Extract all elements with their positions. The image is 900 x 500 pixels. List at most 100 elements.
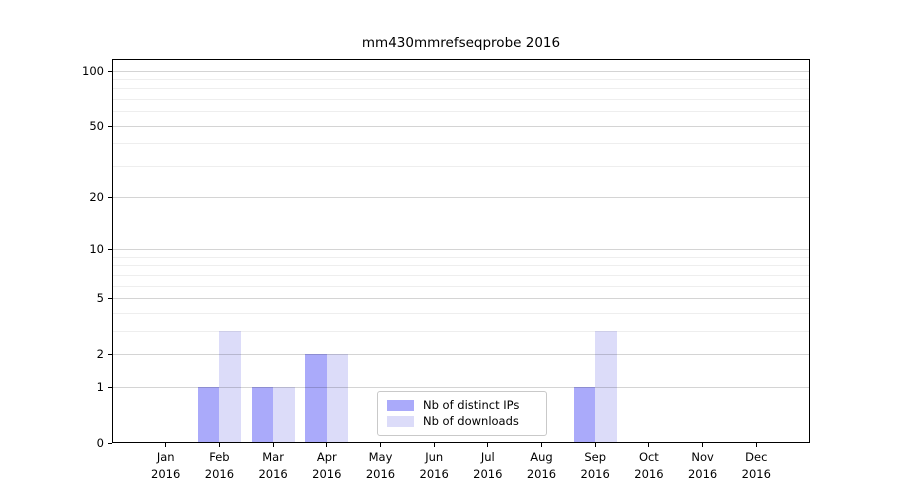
y-gridline-major (113, 249, 809, 251)
x-tick-label-jan: Jan 2016 (140, 449, 192, 483)
x-tick-label-jul: Jul 2016 (462, 449, 514, 483)
x-tick (165, 443, 167, 447)
y-gridline-minor (113, 88, 809, 90)
y-gridline-major (113, 353, 809, 355)
x-tick-label-dec: Dec 2016 (730, 449, 782, 483)
x-tick (218, 443, 220, 447)
y-tick-label: 10 (89, 242, 104, 257)
legend: Nb of distinct IPs Nb of downloads (377, 391, 547, 436)
x-tick-label-mar: Mar 2016 (247, 449, 299, 483)
y-gridline-minor (113, 330, 809, 332)
x-tick-month: Aug (530, 450, 553, 464)
x-tick-label-may: May 2016 (355, 449, 407, 483)
y-gridline-minor (113, 78, 809, 80)
x-tick-year: 2016 (634, 467, 664, 481)
y-tick (108, 70, 112, 72)
x-tick (594, 443, 596, 447)
x-tick-year: 2016 (258, 467, 288, 481)
x-tick (433, 443, 435, 447)
x-tick (755, 443, 757, 447)
legend-swatch-downloads (387, 416, 414, 427)
x-tick-label-oct: Oct 2016 (623, 449, 675, 483)
y-tick-label: 5 (96, 291, 104, 306)
x-tick-month: Apr (316, 450, 337, 464)
x-tick-label-sep: Sep 2016 (569, 449, 621, 483)
x-tick-year: 2016 (365, 467, 396, 481)
y-tick (108, 353, 112, 355)
y-tick (108, 197, 112, 199)
x-tick-month: Dec (745, 450, 768, 464)
bar-distinct-ips-sep (573, 387, 596, 442)
x-tick-year: 2016 (204, 467, 235, 481)
y-gridline-major (113, 197, 809, 199)
x-tick-year: 2016 (312, 467, 342, 481)
bar-downloads-apr (326, 354, 349, 442)
legend-label-distinct-ips: Nb of distinct IPs (423, 398, 520, 412)
x-tick (487, 443, 489, 447)
bar-distinct-ips-apr (305, 354, 327, 442)
x-tick-month: Oct (638, 450, 659, 464)
x-tick-label-nov: Nov 2016 (677, 449, 729, 483)
chart-title: mm430mmrefseqprobe 2016 (361, 35, 561, 51)
y-tick-label: 50 (89, 118, 104, 133)
x-tick (702, 443, 704, 447)
x-tick-year: 2016 (687, 467, 718, 481)
y-gridline-major (113, 125, 809, 127)
x-tick-month: Jan (156, 450, 175, 464)
y-tick-label: 1 (96, 379, 104, 394)
x-tick-label-apr: Apr 2016 (301, 449, 353, 483)
x-tick-year: 2016 (580, 467, 610, 481)
legend-item-downloads: Nb of downloads (387, 415, 537, 428)
y-tick (108, 386, 112, 388)
y-gridline-minor (113, 274, 809, 276)
x-tick (648, 443, 650, 447)
y-gridline-major (113, 298, 809, 300)
x-tick-month: Sep (584, 450, 607, 464)
legend-label-downloads: Nb of downloads (423, 414, 519, 428)
bar-distinct-ips-mar (251, 387, 274, 442)
y-tick (108, 249, 112, 251)
x-tick-month: Jul (480, 450, 495, 464)
x-tick-label-aug: Aug 2016 (516, 449, 568, 483)
bar-distinct-ips-feb (197, 387, 220, 442)
bar-downloads-sep (595, 331, 617, 442)
y-gridline-minor (113, 165, 809, 167)
bar-downloads-mar (273, 387, 295, 442)
y-gridline-minor (113, 265, 809, 267)
x-tick-year: 2016 (419, 467, 449, 481)
y-gridline-major (113, 386, 809, 388)
plot-area-border (112, 59, 810, 443)
bar-downloads-feb (219, 331, 241, 442)
y-tick-label: 2 (96, 346, 104, 361)
y-gridline-minor (113, 143, 809, 145)
x-tick (541, 443, 542, 447)
y-gridline-minor (113, 111, 809, 113)
y-tick-label: 100 (82, 63, 104, 78)
y-tick (108, 298, 112, 300)
x-tick-month: Nov (691, 450, 714, 464)
x-tick-month: Mar (262, 450, 284, 464)
x-tick-month: Jun (425, 450, 444, 464)
x-tick (326, 443, 328, 447)
legend-item-distinct-ips: Nb of distinct IPs (387, 399, 537, 412)
y-gridline-minor (113, 285, 809, 287)
x-tick-year: 2016 (741, 467, 771, 481)
x-tick-year: 2016 (526, 467, 557, 481)
x-tick-year: 2016 (151, 467, 181, 481)
y-gridline-minor (113, 98, 809, 100)
y-tick-label: 0 (96, 435, 104, 450)
x-tick-year: 2016 (473, 467, 503, 481)
x-tick-month: May (368, 450, 393, 464)
x-tick-label-jun: Jun 2016 (408, 449, 460, 483)
y-tick (108, 125, 112, 127)
y-tick (108, 442, 112, 444)
y-tick-label: 20 (89, 190, 104, 205)
y-gridline-minor (113, 312, 809, 314)
x-tick (380, 443, 381, 447)
y-gridline-minor (113, 256, 809, 258)
y-gridline-major (113, 70, 809, 72)
x-tick-label-feb: Feb 2016 (193, 449, 245, 483)
x-tick (272, 443, 274, 447)
legend-swatch-distinct-ips (387, 400, 414, 411)
